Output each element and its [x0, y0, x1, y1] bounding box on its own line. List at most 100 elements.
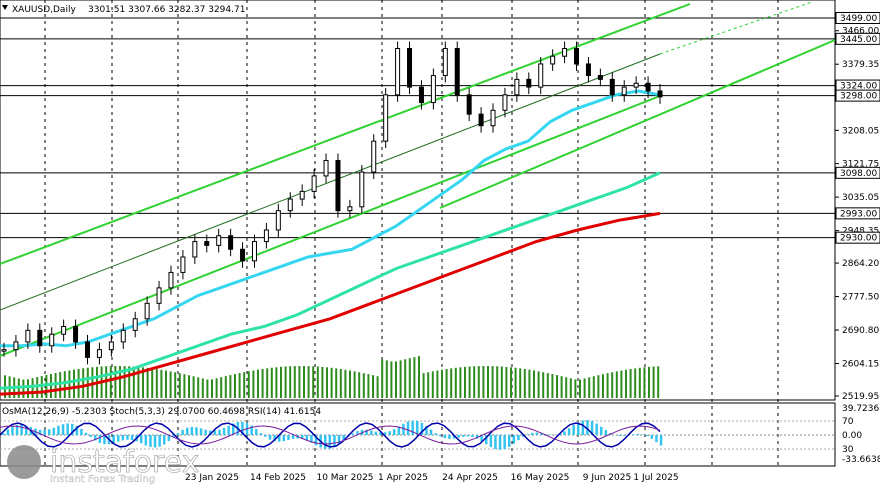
volume-bar — [445, 369, 448, 398]
ma-fast-line — [0, 89, 661, 348]
candle-body — [311, 175, 317, 192]
volume-bar — [266, 368, 269, 398]
osma-bar — [388, 431, 391, 435]
osma-min-label: -33.6638 — [842, 455, 880, 465]
collapse-arrow-icon[interactable] — [2, 5, 8, 10]
osma-bar — [190, 426, 194, 435]
candle-body — [96, 349, 102, 358]
candle-body — [657, 90, 663, 98]
volume-bar — [496, 366, 499, 398]
volume-bar — [270, 367, 273, 398]
volume-bar — [441, 369, 443, 398]
chart-title: XAUUSD,Daily — [12, 5, 76, 15]
osma-bar — [365, 429, 368, 435]
level-tag — [835, 12, 880, 24]
logo-name: instaforex — [50, 445, 199, 480]
osma-bar — [370, 430, 373, 435]
osma-bar — [324, 435, 327, 449]
osma-bar — [209, 430, 212, 435]
osma-bar — [572, 425, 575, 435]
volume-bars — [4, 356, 660, 398]
osma-bar — [167, 435, 171, 442]
candle-body — [562, 48, 568, 57]
candle-body — [263, 229, 269, 243]
osma-bar — [508, 435, 511, 447]
osma-bar — [406, 421, 410, 435]
ma-mid-line — [0, 171, 661, 390]
candle-body — [240, 248, 246, 262]
osma-bar — [282, 435, 286, 442]
osma-bar — [659, 435, 663, 446]
volume-bar — [353, 371, 356, 398]
volume-bar — [280, 366, 282, 398]
osma-bar — [80, 428, 83, 435]
osma-bar — [393, 429, 396, 435]
level-tag-label: 2993.00 — [840, 209, 877, 219]
osma-bar — [278, 435, 281, 442]
volume-bar — [220, 377, 223, 398]
candle-body — [108, 341, 114, 351]
volume-bar — [229, 375, 232, 398]
volume-bar — [454, 367, 457, 398]
volume-bar — [390, 361, 393, 398]
volume-bar — [602, 374, 604, 398]
osma-bar — [140, 435, 143, 444]
volume-bar — [436, 370, 439, 398]
osma-bar — [439, 435, 442, 437]
osma-bar — [448, 435, 451, 439]
osma-bar — [61, 424, 65, 435]
osma-bar — [213, 430, 217, 435]
candle-body — [383, 94, 389, 142]
candle-body — [609, 78, 615, 96]
candle-body — [25, 329, 31, 343]
volume-bar — [542, 372, 545, 398]
volume-bar — [188, 375, 190, 398]
instaforex-logo: instaforex Instant Forex Trading — [7, 445, 200, 485]
level-tag-label: 3499.00 — [840, 14, 877, 24]
osma-bar — [379, 432, 382, 435]
rsi-line — [0, 425, 661, 445]
osma-bar — [333, 435, 336, 448]
volume-bar — [192, 376, 195, 398]
osma-bar — [163, 435, 166, 445]
candle-body — [204, 241, 210, 246]
candle-body — [430, 75, 436, 104]
osma-bar — [268, 435, 272, 440]
candle-body — [454, 48, 460, 96]
volume-bar — [142, 367, 144, 398]
volume-bar — [381, 359, 384, 398]
x-tick-label: 24 Apr 2025 — [442, 473, 498, 483]
y-tick-label: 3466.00 — [842, 27, 879, 37]
volume-bar — [427, 372, 430, 398]
volume-bar — [418, 356, 420, 398]
osma-bar — [632, 434, 635, 435]
ohlc-values: 3301.51 3307.66 3282.37 3294.71 — [88, 5, 245, 15]
volume-bar — [234, 374, 236, 398]
x-tick-label: 16 May 2025 — [511, 473, 570, 483]
y-tick-label: 3208.05 — [842, 126, 879, 136]
osma-bar — [52, 427, 56, 435]
candle-body — [514, 78, 520, 96]
candle-body — [216, 235, 222, 246]
volume-bar — [537, 371, 540, 398]
level-tag — [835, 89, 880, 102]
volume-bar — [128, 366, 131, 398]
volume-bar — [137, 366, 140, 398]
candle-body — [502, 94, 508, 111]
osma-bar — [351, 433, 355, 435]
candle-body — [597, 75, 603, 80]
volume-bar — [459, 367, 462, 398]
candle-body — [61, 325, 67, 335]
volume-bar — [261, 368, 264, 398]
logo-tagline: Instant Forex Trading — [50, 474, 155, 485]
volume-bar — [574, 379, 577, 398]
osma-bar — [636, 433, 640, 435]
volume-bar — [160, 369, 163, 398]
volume-bar — [224, 376, 227, 398]
volume-bar — [339, 369, 342, 398]
candle-body — [371, 140, 377, 173]
volume-bar — [643, 367, 646, 398]
osma-bar — [595, 423, 598, 435]
osma-bar — [250, 425, 253, 435]
osma-bar — [117, 435, 120, 442]
